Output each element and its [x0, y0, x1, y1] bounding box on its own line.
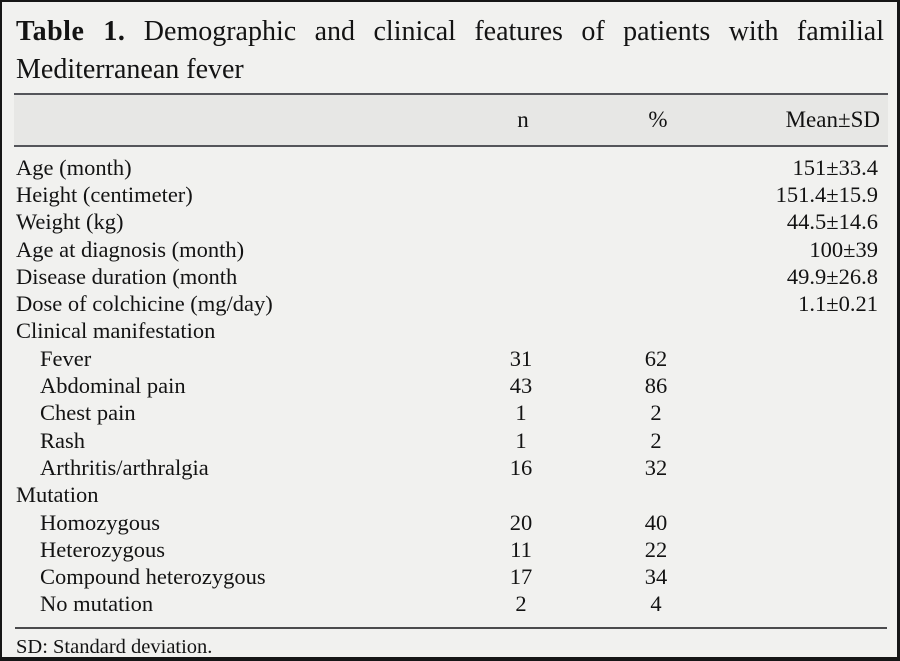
row-n: 11: [510, 536, 532, 562]
row-label: Homozygous: [40, 509, 160, 535]
table-row: Chest pain 1 2: [2, 400, 897, 427]
table-row: Weight (kg) 44.5±14.6: [2, 209, 897, 236]
row-n: 31: [509, 345, 533, 371]
row-n: 43: [509, 373, 533, 399]
row-mean-sd: 151±33.4: [792, 154, 878, 180]
row-mean-sd: 49.9±26.8: [786, 263, 878, 289]
table-row: Rash 1 2: [2, 427, 897, 454]
table-row: Fever 31 62: [2, 345, 897, 372]
row-n: 1: [515, 427, 527, 453]
table-number-label: Table 1.: [16, 16, 126, 47]
table-title-line2: Mediterranean fever: [16, 54, 244, 85]
row-mean-sd: 44.5±14.6: [786, 209, 878, 235]
row-n: 2: [515, 591, 527, 617]
row-mean-sd: 100±39: [809, 236, 878, 262]
row-n: 16: [509, 454, 533, 480]
table-row: Abdominal pain 43 86: [2, 372, 897, 399]
table-row: Disease duration (month 49.9±26.8: [2, 263, 897, 290]
column-header-percent: %: [648, 107, 668, 132]
table-section-row: Clinical manifestation: [2, 318, 897, 345]
row-mean-sd: 151.4±15.9: [775, 181, 878, 207]
table-row: Age (month) 151±33.4: [2, 154, 897, 181]
row-label: Heterozygous: [40, 536, 165, 562]
table-row: Age at diagnosis (month) 100±39: [2, 236, 897, 263]
row-percent: 32: [644, 454, 668, 480]
row-n: 17: [509, 564, 533, 590]
section-label: Clinical manifestation: [16, 318, 216, 344]
row-percent: 40: [644, 509, 668, 535]
table-body: Age (month) 151±33.4 Height (centimeter)…: [2, 154, 897, 618]
row-label: Weight (kg): [16, 209, 124, 235]
row-percent: 62: [644, 345, 668, 371]
row-percent: 34: [644, 564, 668, 590]
row-label: Rash: [40, 427, 85, 453]
row-percent: 2: [650, 400, 662, 426]
table-row: Height (centimeter) 151.4±15.9: [2, 181, 897, 208]
row-label: Height (centimeter): [16, 181, 193, 207]
row-n: 1: [515, 400, 527, 426]
table-row: No mutation 2 4: [2, 591, 897, 618]
footnote: SD: Standard deviation.: [16, 636, 213, 659]
row-label: Arthritis/arthralgia: [40, 454, 209, 480]
row-label: Disease duration (month: [16, 263, 238, 289]
column-header-n: n: [517, 107, 529, 132]
table-row: Arthritis/arthralgia 16 32: [2, 454, 897, 481]
row-percent: 22: [644, 536, 668, 562]
table-row: Homozygous 20 40: [2, 509, 897, 536]
row-label: Compound heterozygous: [40, 564, 266, 590]
section-label: Mutation: [16, 482, 99, 508]
row-label: Age (month): [16, 154, 132, 180]
row-n: 20: [509, 509, 533, 535]
row-label: Abdominal pain: [40, 373, 186, 399]
table-row: Compound heterozygous 17 34: [2, 563, 897, 590]
column-header-mean-sd: Mean±SD: [785, 107, 880, 132]
row-percent: 4: [650, 591, 662, 617]
row-percent: 2: [650, 427, 662, 453]
table-row: Dose of colchicine (mg/day) 1.1±0.21: [2, 290, 897, 317]
table-title-text: Demographic and clinical features of pat…: [143, 16, 885, 47]
row-label: Age at diagnosis (month): [16, 236, 245, 262]
row-label: Dose of colchicine (mg/day): [16, 291, 273, 317]
table-title-line1: Table 1. Demographic and clinical featur…: [16, 13, 884, 51]
column-header-row: n % Mean±SD: [14, 93, 888, 147]
footnote-divider: [15, 627, 887, 630]
table-section-row: Mutation: [2, 482, 897, 509]
row-mean-sd: 1.1±0.21: [798, 291, 878, 317]
row-label: Chest pain: [40, 400, 136, 426]
row-label: No mutation: [40, 591, 154, 617]
row-label: Fever: [40, 345, 92, 371]
table-row: Heterozygous 11 22: [2, 536, 897, 563]
table-title: Table 1. Demographic and clinical featur…: [2, 2, 897, 89]
row-percent: 86: [644, 373, 668, 399]
